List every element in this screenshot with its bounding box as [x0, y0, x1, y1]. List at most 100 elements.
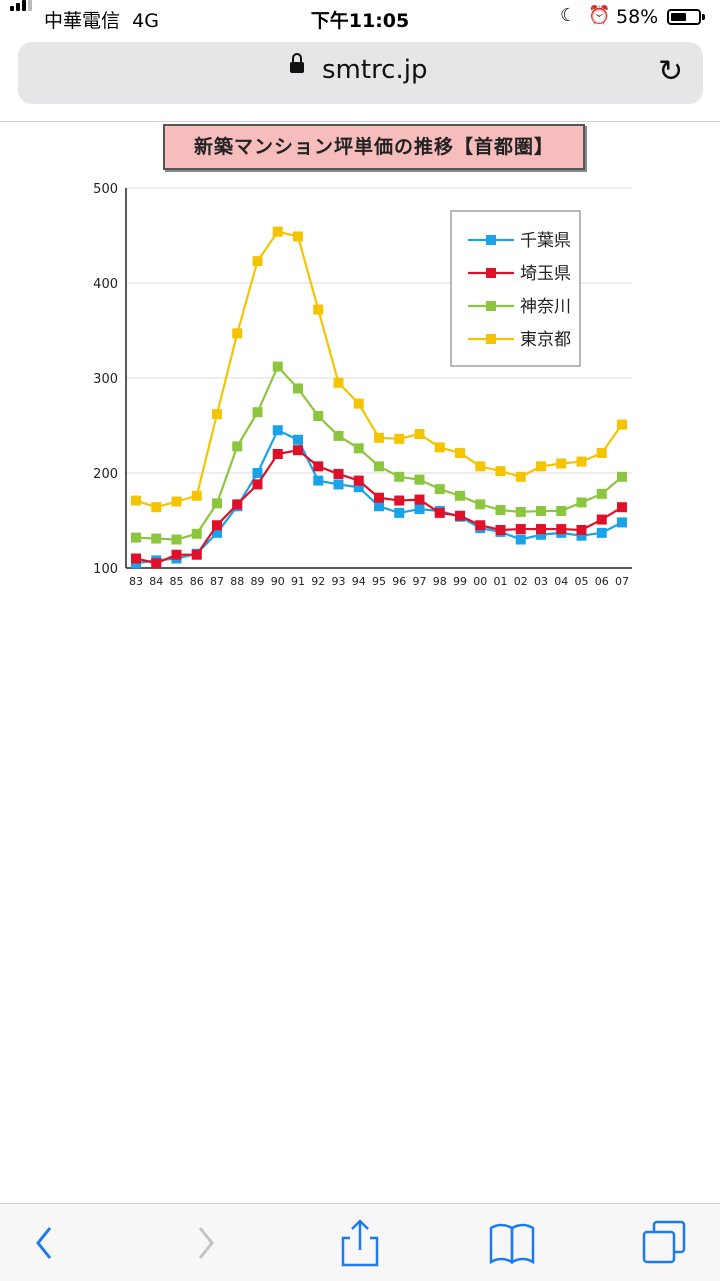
legend-box — [450, 210, 581, 367]
legend-label: 神奈川 — [520, 297, 571, 317]
data-point — [394, 495, 405, 506]
status-bar: 中華電信 4G 下午11:05 ☾ ⏰ 58% — [0, 0, 720, 36]
address-bar[interactable]: smtrc.jp ↻ — [18, 42, 703, 104]
data-point — [252, 256, 263, 267]
x-tick-label: 07 — [615, 575, 629, 588]
data-point — [272, 449, 283, 459]
data-point — [556, 524, 567, 535]
data-point — [475, 520, 486, 531]
bottom-toolbar — [0, 1203, 720, 1281]
data-point — [455, 490, 465, 501]
data-point — [576, 497, 587, 508]
data-point — [374, 432, 384, 443]
data-point — [151, 502, 162, 513]
data-point — [475, 499, 486, 510]
data-point — [495, 466, 506, 477]
data-point — [617, 419, 627, 430]
legend-label: 千葉県 — [520, 231, 571, 251]
data-point — [434, 507, 445, 518]
data-point — [596, 514, 607, 525]
data-point — [434, 484, 445, 495]
legend-label: 東京都 — [520, 330, 571, 350]
x-tick-label: 87 — [210, 575, 224, 588]
data-point — [414, 429, 425, 440]
x-tick-label: 90 — [271, 575, 285, 588]
x-tick-label: 89 — [251, 575, 265, 588]
data-point — [556, 458, 567, 469]
data-point — [353, 443, 364, 454]
data-point — [374, 461, 384, 472]
bookmarks-icon[interactable] — [488, 1218, 536, 1268]
x-tick-label: 99 — [453, 575, 467, 588]
data-point — [536, 524, 546, 535]
data-point — [171, 534, 182, 545]
x-tick-label: 01 — [494, 575, 508, 588]
data-point — [536, 506, 546, 516]
data-point — [232, 441, 243, 452]
divider — [0, 121, 720, 122]
data-point — [576, 525, 587, 535]
data-point — [617, 517, 627, 528]
x-tick-label: 83 — [129, 575, 143, 588]
x-tick-label: 88 — [230, 575, 244, 588]
data-point — [353, 482, 364, 493]
data-point — [191, 549, 202, 560]
data-point — [313, 461, 324, 472]
data-point — [414, 474, 425, 485]
data-point — [617, 502, 627, 513]
data-point — [171, 496, 182, 507]
data-point — [455, 448, 465, 459]
legend-marker — [486, 235, 496, 245]
forward-icon[interactable] — [190, 1218, 220, 1268]
data-point — [495, 505, 506, 516]
data-point — [131, 532, 141, 543]
data-point — [353, 398, 364, 409]
data-point — [313, 411, 324, 421]
x-tick-label: 86 — [190, 575, 204, 588]
data-point — [293, 231, 303, 242]
chart-title: 新築マンション坪単価の推移【首都圏】 — [163, 124, 585, 170]
data-point — [394, 433, 405, 444]
data-point — [293, 383, 303, 394]
data-point — [394, 471, 405, 482]
data-point — [556, 506, 567, 516]
data-point — [333, 468, 344, 479]
url-text[interactable]: smtrc.jp — [322, 55, 428, 85]
line-chart: 100 200 300 400 500 83 84 85 86 87 88 89 90 91 92 93 94 9… — [93, 182, 632, 588]
share-icon[interactable] — [338, 1218, 382, 1270]
data-point — [191, 528, 202, 539]
x-tick-label: 04 — [554, 575, 568, 588]
data-point — [536, 529, 546, 540]
battery-tip — [702, 14, 705, 20]
x-tick-label: 95 — [372, 575, 386, 588]
data-point — [212, 409, 222, 420]
data-point — [434, 442, 445, 453]
legend-label: 埼玉県 — [520, 264, 571, 284]
data-point — [252, 468, 263, 478]
carrier-name: 中華電信 4G — [44, 10, 159, 32]
lock-icon — [290, 53, 304, 73]
data-point — [475, 461, 486, 472]
x-tick-label: 93 — [332, 575, 346, 588]
data-point — [232, 328, 243, 339]
data-point — [414, 504, 425, 515]
data-point — [394, 507, 405, 518]
data-point — [353, 475, 364, 486]
tabs-icon[interactable] — [640, 1218, 688, 1268]
x-tick-label: 97 — [413, 575, 427, 588]
data-point — [596, 527, 607, 538]
battery-percent: 58% — [616, 6, 659, 28]
x-tick-label: 00 — [473, 575, 487, 588]
x-tick-label: 91 — [291, 575, 305, 588]
reload-icon[interactable]: ↻ — [658, 54, 684, 89]
x-tick-label: 96 — [392, 575, 406, 588]
data-point — [272, 425, 283, 436]
data-point — [495, 525, 506, 535]
data-point — [252, 407, 263, 418]
data-point — [131, 553, 141, 564]
back-icon[interactable] — [30, 1218, 60, 1268]
y-tick-label: 400 — [93, 277, 118, 292]
data-point — [131, 495, 141, 506]
data-point — [151, 558, 162, 569]
data-point — [515, 534, 526, 545]
